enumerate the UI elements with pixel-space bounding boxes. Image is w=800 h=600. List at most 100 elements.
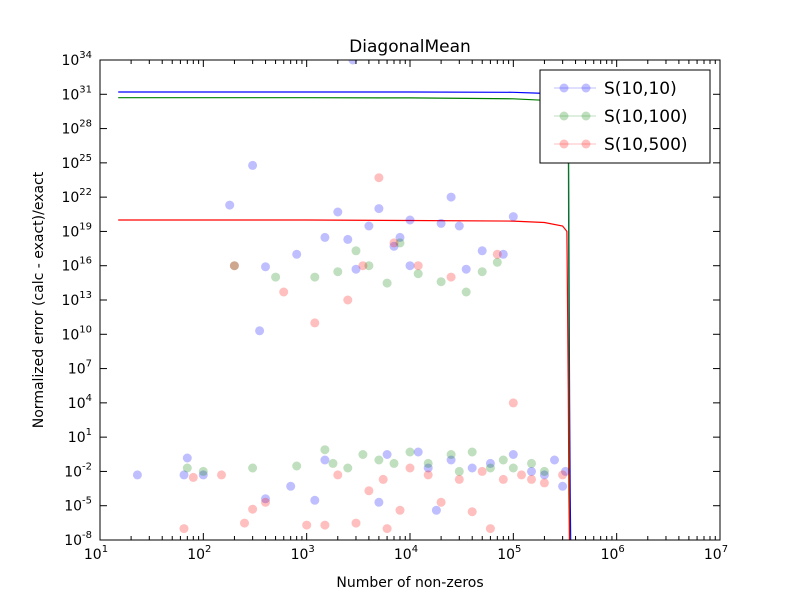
chart-title: DiagonalMean — [349, 37, 471, 57]
data-point — [423, 470, 433, 480]
data-point — [539, 478, 549, 488]
data-point — [378, 474, 388, 484]
x-tick-label: 102 — [187, 544, 211, 563]
x-tick-label: 103 — [291, 544, 315, 563]
data-point — [229, 261, 239, 271]
data-point — [343, 463, 353, 473]
data-point — [477, 246, 487, 256]
data-point — [454, 466, 464, 476]
data-point — [389, 241, 399, 251]
data-point — [279, 287, 289, 297]
data-point — [405, 215, 415, 225]
data-point — [364, 221, 374, 231]
y-axis-label: Normalized error (calc - exact)/exact — [31, 171, 47, 428]
data-point — [374, 455, 384, 465]
data-point — [508, 398, 518, 408]
data-point — [302, 520, 312, 530]
data-point — [446, 455, 456, 465]
data-point — [413, 447, 423, 457]
data-point — [351, 264, 361, 274]
data-point — [498, 249, 508, 259]
data-point — [182, 463, 192, 473]
data-point — [198, 466, 208, 476]
data-point — [286, 481, 296, 491]
data-point — [310, 495, 320, 505]
data-point — [217, 470, 226, 480]
data-point — [333, 267, 343, 277]
data-point — [261, 494, 270, 504]
legend-marker — [581, 139, 591, 149]
data-point — [395, 232, 405, 242]
data-point — [374, 173, 384, 183]
data-point — [229, 261, 239, 271]
data-point — [198, 470, 208, 480]
data-point — [527, 466, 536, 476]
data-point — [382, 524, 392, 534]
y-tick-label: 1019 — [61, 221, 92, 240]
data-point — [364, 261, 374, 271]
y-tick-label: 1010 — [61, 324, 92, 343]
data-point — [328, 458, 338, 468]
data-point — [292, 249, 302, 259]
x-axis-label: Number of non-zeros — [336, 575, 483, 591]
data-point — [382, 450, 392, 459]
data-point — [446, 192, 456, 202]
y-tick-label: 10-8 — [64, 530, 92, 549]
data-point — [188, 472, 198, 482]
y-tick-label: 1031 — [61, 84, 92, 103]
x-tick-label: 104 — [394, 544, 418, 563]
data-point — [461, 264, 471, 274]
data-point — [320, 455, 330, 465]
data-point — [527, 458, 536, 468]
data-point — [351, 246, 361, 256]
y-tick-label: 1022 — [61, 187, 92, 206]
data-point — [310, 272, 320, 282]
data-point — [461, 287, 471, 297]
data-point — [364, 486, 374, 496]
data-point — [508, 450, 518, 459]
data-point — [405, 447, 415, 457]
data-point — [343, 295, 353, 305]
data-point — [498, 455, 508, 465]
data-point — [343, 234, 353, 244]
data-point — [389, 238, 399, 248]
y-tick-label: 1028 — [61, 119, 92, 138]
data-point — [467, 507, 477, 517]
data-point — [436, 277, 446, 287]
data-point — [561, 466, 570, 476]
data-point — [240, 518, 249, 528]
data-point — [374, 204, 384, 214]
data-point — [389, 458, 399, 468]
data-point — [550, 455, 559, 465]
data-point — [179, 470, 189, 480]
data-point — [248, 504, 258, 514]
data-point — [508, 463, 518, 473]
y-tick-label: 107 — [68, 359, 92, 378]
data-point — [320, 445, 330, 455]
data-point — [382, 278, 392, 288]
legend: S(10,10) S(10,100) S(10,500) — [539, 69, 711, 164]
y-tick-label: 1025 — [61, 153, 92, 172]
legend-marker — [581, 83, 591, 93]
data-point — [333, 207, 343, 217]
data-point — [358, 450, 368, 459]
data-point — [423, 458, 433, 468]
x-axis-ticks: 101 102 103 104 105 106 107 — [84, 60, 728, 563]
data-point — [333, 470, 343, 480]
data-point — [446, 272, 456, 282]
data-point — [374, 497, 384, 507]
legend-label: S(10,500) — [604, 135, 688, 155]
y-tick-label: 1013 — [61, 290, 92, 309]
data-point — [351, 518, 361, 528]
data-point — [292, 461, 302, 471]
data-point — [517, 470, 526, 480]
data-point — [405, 261, 415, 271]
x-tick-label: 105 — [497, 544, 521, 563]
y-axis-ticks: 10-8 10-5 10-2 101 104 107 1010 1013 1016 1019 102… — [61, 50, 720, 549]
y-tick-label: 10-2 — [64, 461, 92, 480]
data-point — [454, 474, 464, 484]
data-point — [454, 221, 464, 231]
data-point — [485, 463, 495, 473]
data-point — [467, 447, 477, 457]
